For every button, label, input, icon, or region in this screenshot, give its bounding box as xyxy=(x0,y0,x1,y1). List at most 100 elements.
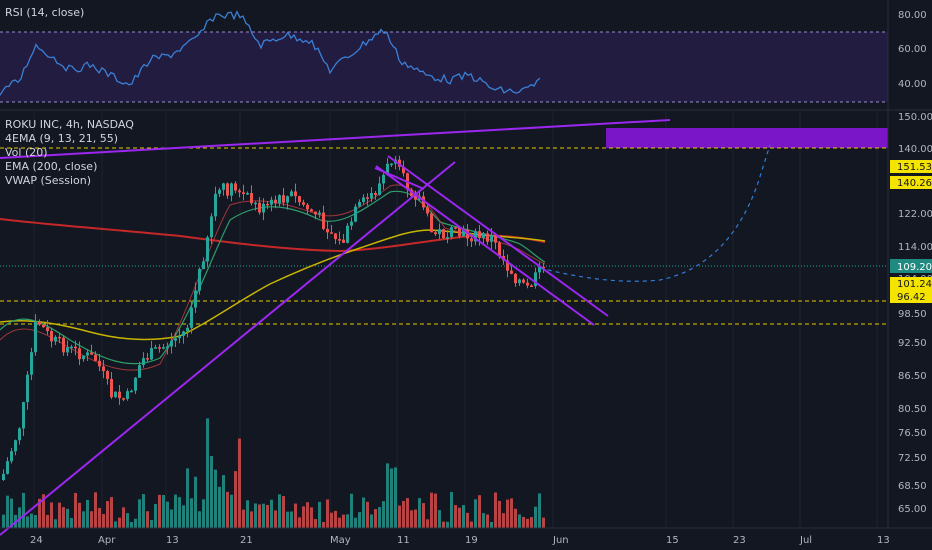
volume-bar xyxy=(126,513,129,528)
volume-bar xyxy=(314,519,317,528)
candle-body xyxy=(238,190,241,193)
price-tag: 96.42 xyxy=(897,292,926,303)
volume-bar xyxy=(442,521,445,528)
candle-body xyxy=(170,340,173,347)
volume-bar xyxy=(150,519,153,528)
volume-bar xyxy=(422,503,425,528)
candle-body xyxy=(138,365,141,378)
candle-body xyxy=(134,377,137,391)
volume-bar xyxy=(54,519,57,528)
price-tick: 140.00 xyxy=(898,144,932,155)
volume-bar xyxy=(210,455,213,528)
candle-body xyxy=(242,192,245,194)
price-tick: 65.00 xyxy=(898,504,927,515)
candle-body xyxy=(78,348,81,360)
volume-bar xyxy=(294,503,297,528)
price-tick: 76.50 xyxy=(898,428,927,439)
volume-bar xyxy=(466,512,469,528)
volume-bar xyxy=(286,511,289,528)
candle-body xyxy=(462,229,465,237)
volume-bar xyxy=(146,511,149,528)
candle-body xyxy=(514,273,517,284)
volume-bar xyxy=(242,509,245,528)
volume-bar xyxy=(326,499,329,528)
volume-bar xyxy=(406,498,409,528)
volume-bar xyxy=(362,497,365,528)
candle-body xyxy=(126,391,129,399)
channel-lower-line xyxy=(375,165,595,326)
candle-body xyxy=(342,239,345,243)
candle-body xyxy=(510,270,513,274)
candle-body xyxy=(402,166,405,174)
candle-body xyxy=(382,174,385,184)
volume-bar xyxy=(342,514,345,528)
volume-bar xyxy=(122,507,125,528)
volume-bar xyxy=(374,509,377,528)
upper-trendline xyxy=(0,119,671,159)
candle-body xyxy=(350,221,353,226)
rsi-tick: 60.00 xyxy=(898,44,927,55)
candle-body xyxy=(498,242,501,257)
candle-body xyxy=(446,237,449,239)
time-tick: 24 xyxy=(30,535,43,546)
price-tag-bg xyxy=(890,290,932,303)
volume-bar xyxy=(98,507,101,528)
price-tick: 72.50 xyxy=(898,453,927,464)
time-axis: 24 Apr 13 21 May 11 19 Jun 15 23 Jul 13 xyxy=(0,527,932,546)
time-tick: 23 xyxy=(733,535,746,546)
level-lines xyxy=(0,147,888,325)
time-tick: May xyxy=(330,535,351,546)
volume-bar xyxy=(258,504,261,528)
time-tick: 15 xyxy=(666,535,679,546)
channel-upper-line xyxy=(387,155,609,317)
legend-vwap: VWAP (Session) xyxy=(5,174,91,187)
candle-body xyxy=(318,212,321,215)
candle-body xyxy=(102,366,105,372)
trendlines xyxy=(0,119,671,536)
candle-body xyxy=(346,225,349,243)
candle-body xyxy=(66,347,69,353)
volume-bar xyxy=(394,467,397,528)
candle-body xyxy=(118,391,121,399)
candle-body xyxy=(302,202,305,205)
volume-bar xyxy=(310,507,313,528)
price-tag-bg xyxy=(890,176,932,189)
candle-body xyxy=(426,207,429,214)
projection-curve xyxy=(539,144,771,282)
volume-bar xyxy=(186,468,189,528)
volume-bar xyxy=(322,521,325,528)
candle-body xyxy=(378,183,381,195)
candle-body xyxy=(202,261,205,270)
volume-bar xyxy=(162,495,165,528)
volume-bar xyxy=(390,468,393,528)
candle-body xyxy=(34,322,37,353)
candle-body xyxy=(542,266,545,269)
candle-body xyxy=(6,461,9,474)
candle-body xyxy=(194,290,197,308)
candle-body xyxy=(306,204,309,210)
volume-bar xyxy=(518,514,521,528)
volume-bar xyxy=(470,521,473,528)
candle-body xyxy=(50,331,53,342)
candle-body xyxy=(150,348,153,360)
volume-bar xyxy=(206,418,209,528)
volume-bar xyxy=(62,507,65,528)
price-tags: 151.53 140.26 109.20 101.24 96.42 xyxy=(890,160,932,303)
volume-bar xyxy=(226,491,229,528)
candle-body xyxy=(278,195,281,204)
candle-body xyxy=(42,324,45,328)
price-tag-bg xyxy=(890,160,932,173)
volume-bar xyxy=(174,494,177,528)
candle-body xyxy=(358,202,361,207)
candle-body xyxy=(2,473,5,480)
volume-bar xyxy=(130,521,133,528)
time-tick: 13 xyxy=(166,535,179,546)
volume-bar xyxy=(274,510,277,528)
volume-bar xyxy=(190,498,193,528)
candle-body xyxy=(18,428,21,441)
candle-body xyxy=(90,352,93,355)
volume-bar xyxy=(158,494,161,528)
volume-bar xyxy=(154,503,157,528)
volume-bar xyxy=(306,502,309,528)
volume-bar xyxy=(50,502,53,528)
